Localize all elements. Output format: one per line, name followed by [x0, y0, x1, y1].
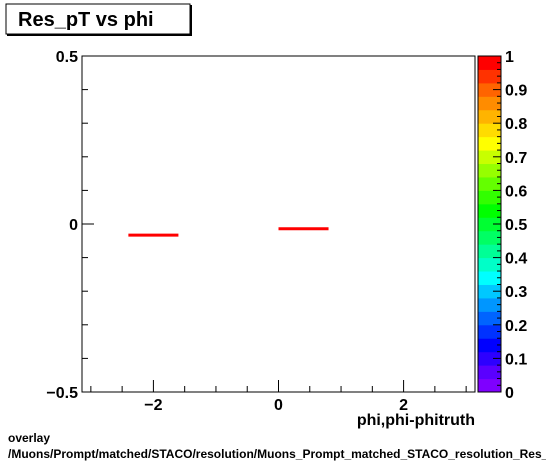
colorbar-tick-label: 0 — [505, 385, 514, 402]
colorbar-segment — [478, 123, 501, 138]
y-tick-label: 0 — [69, 217, 78, 234]
colorbar-segment — [478, 190, 501, 205]
colorbar-segment — [478, 150, 501, 165]
colorbar-segment — [478, 284, 501, 299]
y-tick-label: −0.5 — [46, 385, 78, 402]
colorbar-segment — [478, 56, 501, 70]
colorbar-segment — [478, 271, 501, 285]
chart-title: Res_pT vs phi — [18, 9, 154, 31]
footer-line-1: overlay — [8, 431, 50, 445]
colorbar-tick-label: 0.8 — [505, 116, 527, 133]
colorbar-tick-label: 0.7 — [505, 150, 527, 167]
colorbar-segment — [478, 351, 501, 366]
colorbar-segment — [478, 163, 501, 178]
colorbar-segment — [478, 297, 501, 312]
plot-frame — [81, 55, 476, 393]
chart-title-box: Res_pT vs phi — [5, 3, 192, 36]
colorbar-segment — [478, 311, 501, 326]
x-axis-label: phi,phi-phitruth — [357, 412, 475, 429]
colorbar-tick-label: 0.4 — [505, 251, 527, 268]
colorbar-segment — [478, 338, 501, 353]
colorbar-segment — [478, 217, 501, 232]
colorbar-segment — [478, 378, 501, 393]
colorbar-tick-label: 0.1 — [505, 351, 527, 368]
x-tick-label: 2 — [399, 397, 408, 414]
colorbar-segment — [478, 136, 501, 151]
colorbar-segment — [478, 230, 501, 245]
colorbar-tick-label: 0.6 — [505, 183, 527, 200]
colorbar-tick-label: 0.3 — [505, 284, 527, 301]
colorbar-tick-label: 0.9 — [505, 83, 527, 100]
x-tick-label: −2 — [144, 397, 162, 414]
x-tick-label: 0 — [274, 397, 283, 414]
data-layer — [128, 227, 329, 237]
y-tick-label: 0.5 — [56, 49, 78, 66]
colorbar-segment — [478, 82, 501, 97]
colorbar-segment — [478, 176, 501, 191]
colorbar-segment — [478, 244, 501, 259]
colorbar-segment — [478, 324, 501, 339]
colorbar-segment — [478, 109, 501, 124]
colorbar: 0 0.1 0.2 0.3 0.4 0.5 0.6 0.7 0.8 0.9 1 — [477, 49, 527, 402]
x-axis: −2 0 2 — [90, 380, 467, 414]
colorbar-tick-label: 0.5 — [505, 217, 527, 234]
colorbar-segment — [478, 203, 501, 218]
colorbar-segment — [478, 365, 501, 380]
colorbar-segment — [478, 96, 501, 111]
colorbar-tick-label: 0.2 — [505, 318, 527, 335]
footer-line-2: /Muons/Prompt/matched/STACO/resolution/M… — [8, 447, 546, 461]
y-axis: −0.5 0 0.5 — [46, 49, 94, 402]
colorbar-tick-label: 1 — [505, 49, 514, 66]
colorbar-segment — [478, 69, 501, 84]
colorbar-segment — [478, 257, 501, 272]
